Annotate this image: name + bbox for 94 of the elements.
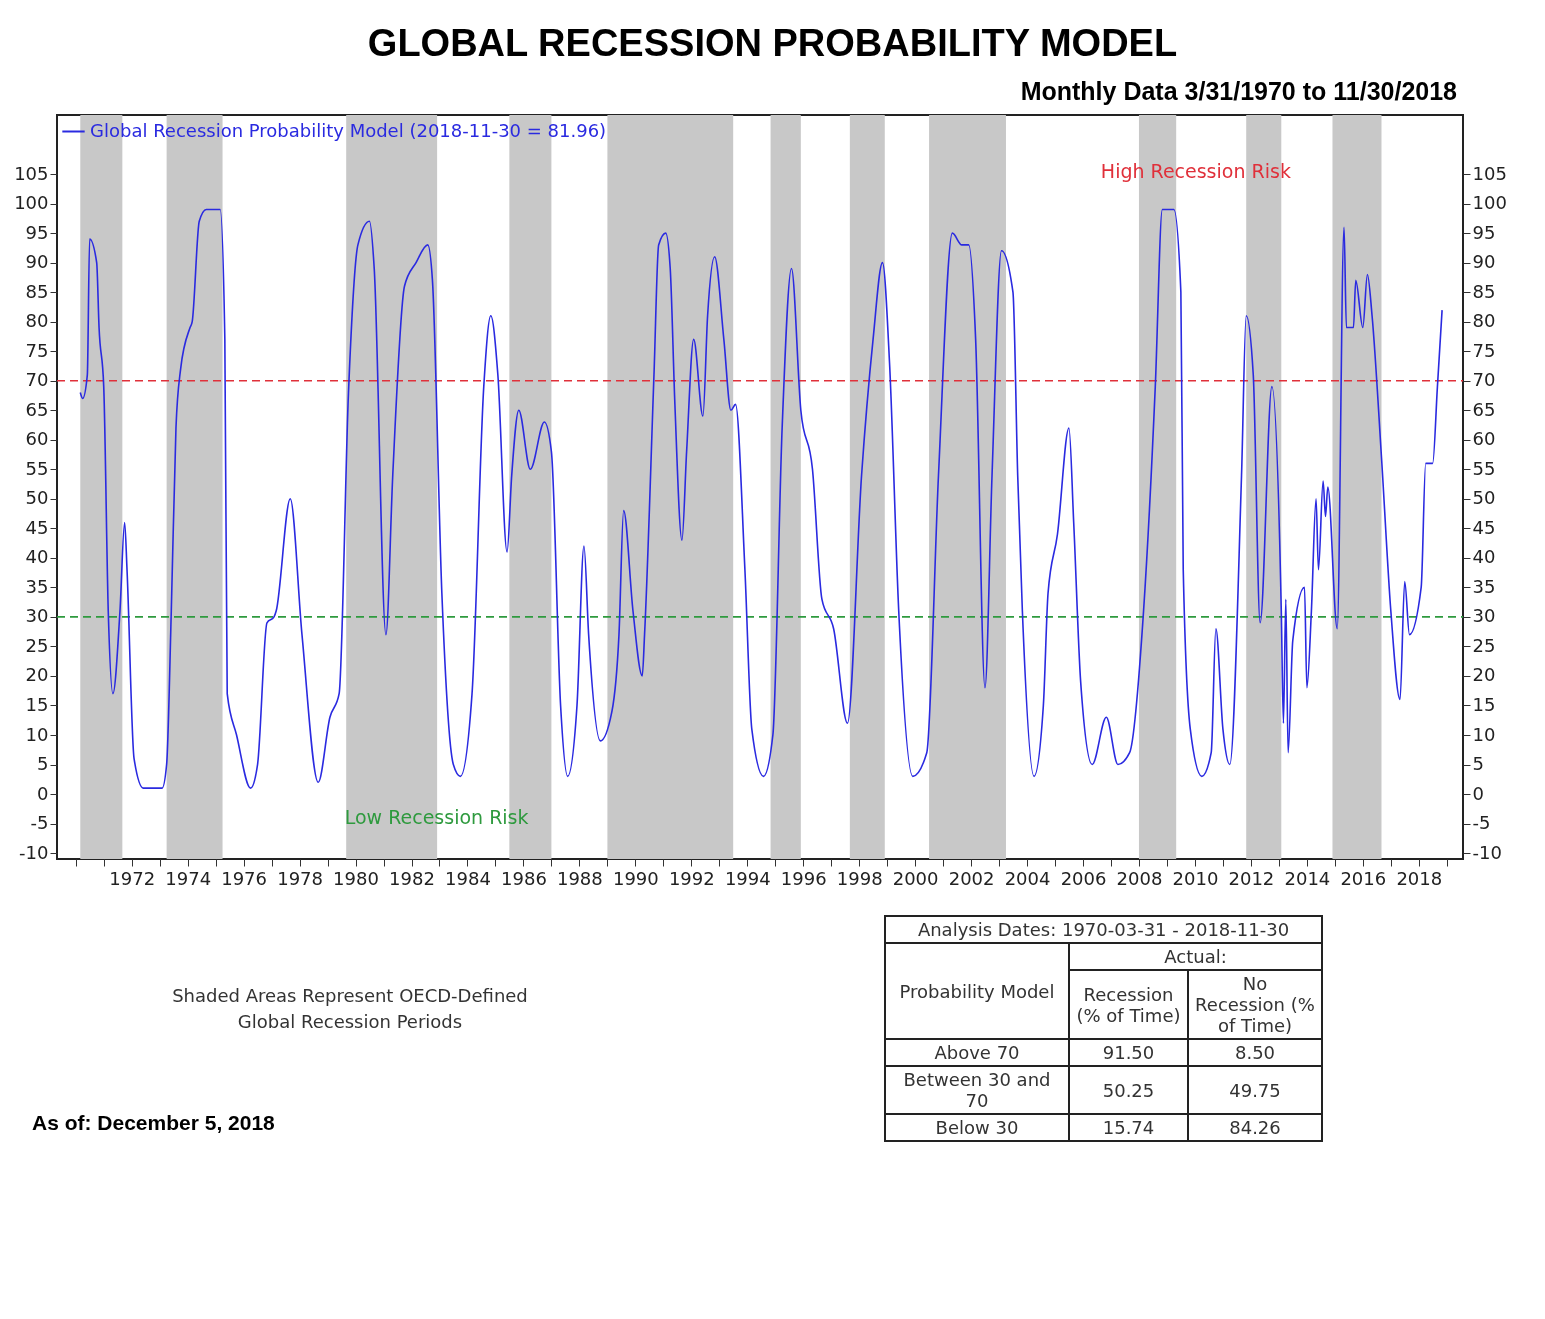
y2-tick-label: 70 <box>1472 369 1496 391</box>
y-tick-label: 5 <box>37 753 49 775</box>
text: Recession (% of Time) <box>1069 970 1188 1039</box>
y2-tick-label: 50 <box>1472 487 1496 509</box>
ref-line-label: Low Recession Risk <box>344 806 529 829</box>
x-tick-label: 2002 <box>948 867 995 889</box>
y-tick-label: 20 <box>25 664 49 686</box>
x-tick-label: 2018 <box>1396 867 1443 889</box>
text: 49.75 <box>1188 1066 1322 1114</box>
text: As of: December 5, 2018 <box>32 1111 275 1135</box>
chart-title: GLOBAL RECESSION PROBABILITY MODEL <box>366 21 1179 65</box>
x-tick-label: 1986 <box>501 867 547 889</box>
text: 84.26 <box>1188 1114 1322 1141</box>
x-tick-label: 1972 <box>109 867 156 889</box>
text: Analysis Dates: 1970-03-31 - 2018-11-30 <box>885 916 1322 943</box>
y2-tick-label: 55 <box>1472 457 1496 479</box>
y-tick-label: 10 <box>25 723 49 745</box>
line-series <box>79 208 1443 789</box>
y-tick-label: 105 <box>14 162 49 184</box>
text: Probability Model <box>885 943 1069 1039</box>
text: Actual: <box>1069 943 1322 970</box>
x-tick-label: 1996 <box>780 867 827 889</box>
x-tick-label: 1990 <box>612 867 659 889</box>
y-tick-label: -5 <box>30 812 49 834</box>
y-tick-label: 75 <box>25 339 49 361</box>
x-tick-label: 1982 <box>389 867 435 889</box>
y2-tick-label: 100 <box>1472 192 1507 214</box>
y2-tick-label: 5 <box>1472 753 1484 775</box>
y2-tick-label: -5 <box>1472 812 1491 834</box>
y-tick-label: 70 <box>25 369 49 391</box>
y2-tick-label: 60 <box>1472 428 1496 450</box>
x-tick-label: 1978 <box>277 867 324 889</box>
y2-tick-label: 45 <box>1472 516 1496 538</box>
y-tick-label: 0 <box>37 782 49 804</box>
text: 8.50 <box>1188 1039 1322 1066</box>
y-tick-label: 40 <box>25 546 49 568</box>
y-tick-label: 80 <box>25 310 49 332</box>
y-tick-label: 50 <box>25 487 49 509</box>
x-tick-label: 2012 <box>1228 867 1275 889</box>
text: Above 70 <box>885 1039 1069 1066</box>
y-tick-label: 15 <box>25 693 49 715</box>
x-tick-label: 2008 <box>1116 867 1163 889</box>
ref-line-label: High Recession Risk <box>1100 160 1291 183</box>
x-tick-label: 1994 <box>724 867 771 889</box>
text: 91.50 <box>1069 1039 1188 1066</box>
y-tick-label: 85 <box>25 280 49 302</box>
y-tick-label: 65 <box>25 398 49 420</box>
y2-tick-label: 90 <box>1472 251 1496 273</box>
y2-tick-label: 15 <box>1472 693 1496 715</box>
x-tick-label: 2010 <box>1172 867 1219 889</box>
y-tick-label: 55 <box>25 457 49 479</box>
x-tick-label: 2000 <box>892 867 939 889</box>
y2-tick-label: 40 <box>1472 546 1496 568</box>
y-tick-label: 100 <box>14 192 49 214</box>
x-tick-label: 2006 <box>1060 867 1107 889</box>
text: No Recession (% of Time) <box>1188 970 1322 1039</box>
text: 50.25 <box>1069 1066 1188 1114</box>
y-tick-label: 90 <box>25 251 49 273</box>
y2-tick-label: 65 <box>1472 398 1496 420</box>
text: Below 30 <box>885 1114 1069 1141</box>
y2-tick-label: 95 <box>1472 221 1496 243</box>
x-tick-label: 1980 <box>333 867 379 889</box>
y2-tick-label: 10 <box>1472 723 1496 745</box>
y-tick-label: 30 <box>25 605 49 627</box>
x-tick-label: 1974 <box>165 867 212 889</box>
x-tick-label: 2004 <box>1004 867 1051 889</box>
y2-tick-label: -10 <box>1472 841 1502 863</box>
x-tick-label: 2016 <box>1340 867 1387 889</box>
chart-subtitle: Monthly Data 3/31/1970 to 11/30/2018 <box>1019 77 1458 106</box>
x-tick-label: 1984 <box>445 867 491 889</box>
text: Between 30 and 70 <box>885 1066 1069 1114</box>
y2-tick-label: 105 <box>1472 162 1507 184</box>
y2-tick-label: 35 <box>1472 575 1496 597</box>
y2-tick-label: 30 <box>1472 605 1496 627</box>
x-tick-label: 1998 <box>836 867 883 889</box>
y2-tick-label: 0 <box>1472 782 1484 804</box>
y-tick-label: 60 <box>25 428 49 450</box>
x-tick-label: 1988 <box>556 867 603 889</box>
text: Shaded Areas Represent OECD-Defined Global Recession Periods <box>171 984 529 1034</box>
y-tick-label: 45 <box>25 516 49 538</box>
y2-tick-label: 25 <box>1472 634 1496 656</box>
y-tick-label: 35 <box>25 575 49 597</box>
y2-tick-label: 75 <box>1472 339 1496 361</box>
y2-tick-label: 85 <box>1472 280 1496 302</box>
x-tick-label: 2014 <box>1284 867 1331 889</box>
y2-tick-label: 80 <box>1472 310 1496 332</box>
legend-label: Global Recession Probability Model (2018-11-30 = 81.96) <box>90 119 607 141</box>
x-tick-label: 1992 <box>668 867 715 889</box>
y-tick-label: 95 <box>25 221 49 243</box>
y-tick-label: 25 <box>25 634 49 656</box>
text: 15.74 <box>1069 1114 1188 1141</box>
x-tick-label: 1976 <box>221 867 268 889</box>
y2-tick-label: 20 <box>1472 664 1496 686</box>
y-tick-label: -10 <box>19 841 49 863</box>
